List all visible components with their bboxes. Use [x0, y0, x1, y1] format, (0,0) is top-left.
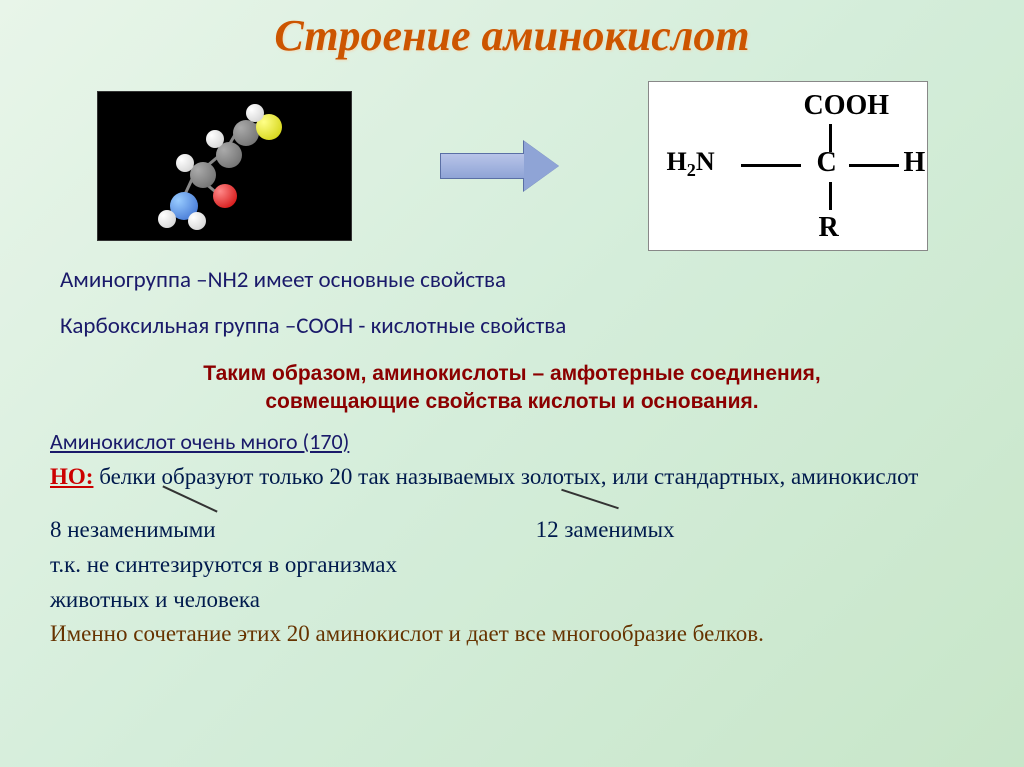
final-line: Именно сочетание этих 20 аминокислот и д…	[50, 621, 974, 647]
but-label: НО:	[50, 464, 93, 489]
carboxyl-group-line: Карбоксильная группа –COOH - кислотные с…	[50, 312, 974, 340]
formula-cooh: COOH	[804, 90, 890, 122]
formula-h: H	[904, 147, 926, 179]
structural-formula: COOH H2N C H R	[648, 81, 928, 251]
formula-h2n: H2N	[667, 147, 715, 181]
many-amino-line: Аминокислот очень много (170)	[50, 428, 974, 455]
but-line: НО: белки образуют только 20 так называе…	[50, 461, 974, 492]
but-text: белки образуют только 20 так называемых …	[93, 464, 918, 489]
arrow-container	[425, 141, 575, 191]
essential-text: 8 незаменимыми	[50, 514, 216, 545]
formula-c: C	[817, 147, 837, 179]
slide-title: Строение аминокислот	[0, 0, 1024, 61]
content-body: Аминогруппа –NH2 имеет основные свойства…	[0, 266, 1024, 647]
molecular-3d-model	[97, 91, 352, 241]
split-row: 8 незаменимыми 12 заменимых	[50, 514, 974, 545]
not-synth-line: т.к. не синтезируются в организмах	[50, 549, 974, 580]
formula-r: R	[819, 212, 839, 244]
amino-group-line: Аминогруппа –NH2 имеет основные свойства	[50, 266, 974, 294]
arrow-icon	[440, 141, 560, 191]
amphoteric-line-1: Таким образом, аминокислоты – амфотерные…	[50, 362, 974, 386]
nonessential-text: 12 заменимых	[536, 514, 675, 545]
image-row: COOH H2N C H R	[0, 61, 1024, 266]
amphoteric-line-2: совмещающие свойства кислоты и основания…	[50, 390, 974, 414]
animals-line: животных и человека	[50, 584, 974, 615]
